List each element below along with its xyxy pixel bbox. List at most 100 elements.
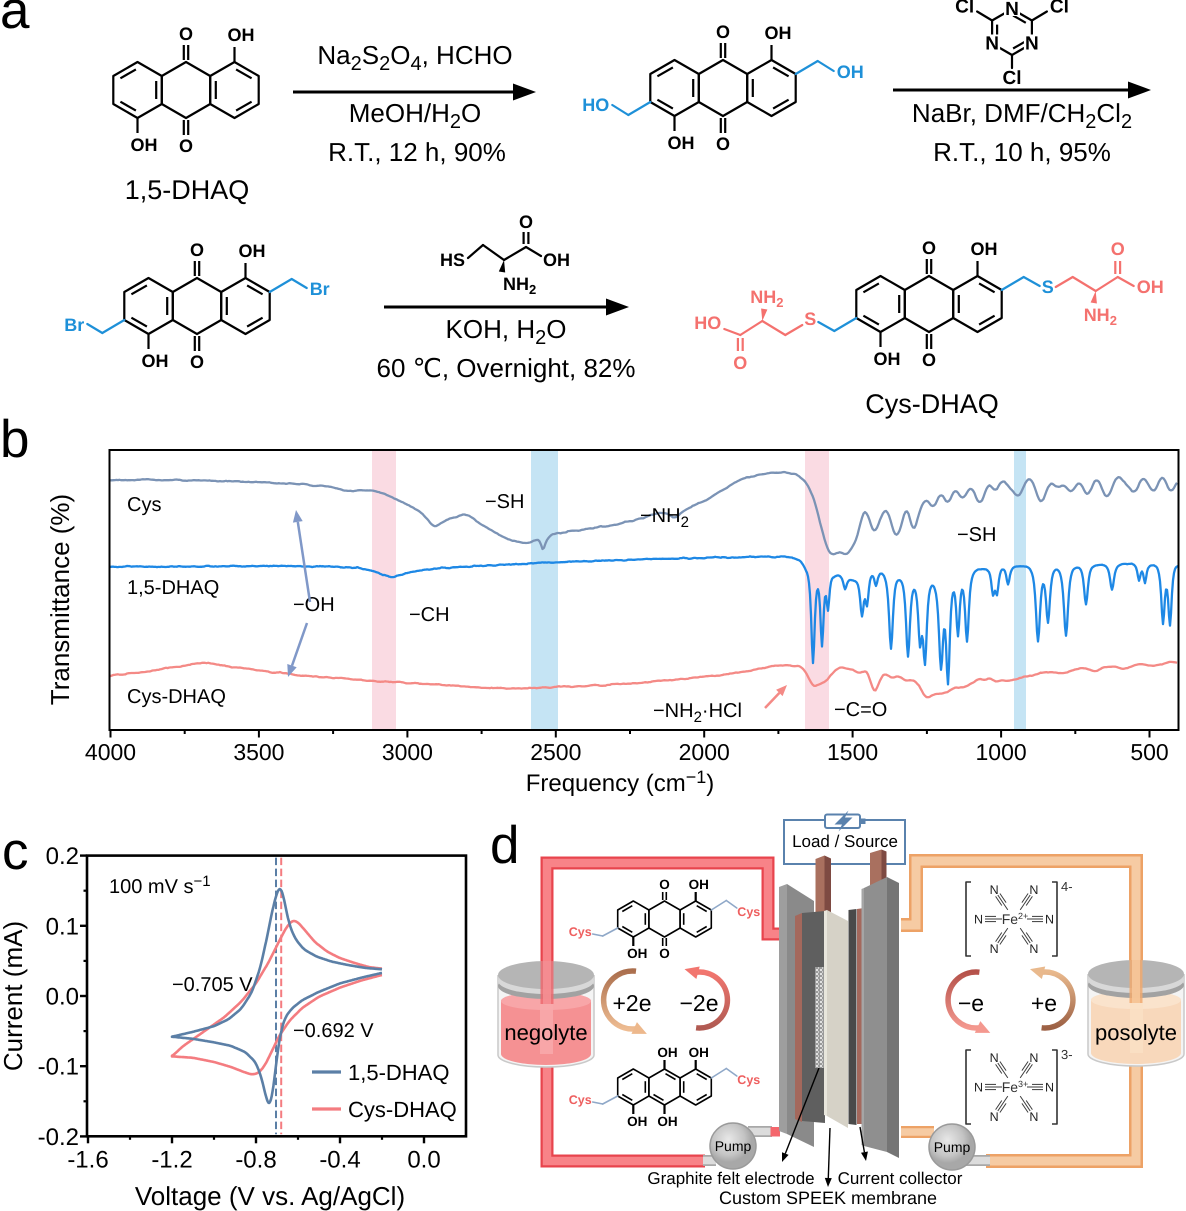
svg-text:OH: OH	[228, 25, 255, 45]
svg-text:HS: HS	[440, 250, 465, 270]
svg-text:60 ℃, Overnight, 82%: 60 ℃, Overnight, 82%	[377, 353, 636, 383]
svg-text:N: N	[990, 1051, 999, 1065]
svg-text:N: N	[1029, 942, 1038, 956]
svg-text:N: N	[1045, 1081, 1054, 1095]
svg-text:OH: OH	[657, 1045, 677, 1060]
svg-text:0.0: 0.0	[407, 1146, 440, 1173]
svg-text:KOH, H2​O: KOH, H2​O	[446, 314, 567, 349]
svg-text:2000: 2000	[679, 739, 730, 765]
svg-text:3000: 3000	[382, 739, 433, 765]
svg-text:OH: OH	[543, 250, 570, 270]
svg-text:b: b	[0, 410, 29, 469]
svg-text:−NH2​: −NH2​	[640, 505, 689, 531]
svg-text:OH: OH	[1137, 277, 1164, 297]
svg-text:Cys-DHAQ: Cys-DHAQ	[348, 1097, 457, 1122]
svg-text:O: O	[1111, 239, 1125, 259]
svg-text:N: N	[974, 913, 983, 927]
svg-text:−SH: −SH	[485, 491, 524, 513]
svg-text:Graphite felt electrode: Graphite felt electrode	[647, 1169, 814, 1188]
svg-text:a: a	[0, 0, 30, 40]
svg-text:N: N	[985, 34, 999, 55]
svg-text:Cys: Cys	[737, 1073, 760, 1087]
svg-text:-0.4: -0.4	[319, 1146, 360, 1173]
svg-text:O: O	[716, 134, 730, 154]
svg-text:OH: OH	[837, 62, 864, 82]
svg-text:R.T., 12 h, 90%: R.T., 12 h, 90%	[328, 137, 506, 167]
svg-text:-0.1: -0.1	[38, 1054, 79, 1081]
svg-text:+2e: +2e	[612, 990, 651, 1016]
svg-text:−NH2​·HCl: −NH2​·HCl	[653, 700, 742, 726]
svg-text:Current collector: Current collector	[838, 1169, 963, 1188]
svg-text:N: N	[1029, 1051, 1038, 1065]
svg-text:−SH: −SH	[957, 524, 996, 546]
svg-text:NH2: NH2	[750, 287, 783, 310]
svg-text:N: N	[974, 1081, 983, 1095]
svg-text:+e: +e	[1031, 990, 1057, 1016]
svg-text:Cl: Cl	[1003, 68, 1022, 89]
svg-text:−CH: −CH	[409, 604, 450, 626]
svg-text:−0.705 V: −0.705 V	[172, 974, 253, 996]
svg-text:OH: OH	[668, 133, 695, 153]
svg-text:O: O	[659, 877, 670, 892]
svg-text:Cys-DHAQ: Cys-DHAQ	[127, 686, 226, 708]
svg-text:Fe3+: Fe3+	[1002, 1079, 1029, 1095]
svg-text:100 mV s−1​: 100 mV s−1​	[109, 873, 211, 898]
svg-text:OH: OH	[627, 946, 647, 961]
svg-text:O: O	[519, 212, 533, 232]
svg-text:Fe2+: Fe2+	[1002, 911, 1029, 927]
svg-text:MeOH/H2​O: MeOH/H2​O	[349, 98, 481, 133]
svg-text:Cys: Cys	[127, 494, 161, 516]
svg-text:N: N	[990, 942, 999, 956]
svg-text:-1.2: -1.2	[151, 1146, 192, 1173]
svg-text:0.1: 0.1	[46, 913, 79, 940]
svg-text:Cys: Cys	[737, 905, 760, 919]
svg-text:1,5-DHAQ: 1,5-DHAQ	[125, 175, 250, 205]
svg-text:-0.8: -0.8	[235, 1146, 276, 1173]
svg-text:Load / Source: Load / Source	[792, 832, 898, 851]
svg-text:1000: 1000	[976, 739, 1027, 765]
svg-text:3500: 3500	[233, 739, 284, 765]
svg-text:Cys: Cys	[569, 1093, 592, 1107]
svg-text:3-: 3-	[1061, 1047, 1073, 1062]
svg-text:0.0: 0.0	[46, 984, 79, 1011]
svg-text:O: O	[716, 22, 730, 42]
svg-text:c: c	[2, 822, 29, 881]
svg-text:Frequency (cm−1​): Frequency (cm−1​)	[526, 767, 715, 797]
svg-text:Current (mA): Current (mA)	[0, 921, 28, 1071]
svg-text:N: N	[1029, 1110, 1038, 1124]
svg-text:negolyte: negolyte	[504, 1020, 587, 1045]
svg-text:Transmittance (%): Transmittance (%)	[45, 494, 75, 705]
svg-text:S: S	[804, 309, 816, 329]
svg-text:OH: OH	[765, 23, 792, 43]
svg-text:O: O	[733, 353, 747, 373]
svg-text:Br: Br	[310, 279, 330, 299]
svg-text:OH: OH	[874, 349, 901, 369]
svg-text:N: N	[1045, 913, 1054, 927]
svg-text:-0.2: -0.2	[38, 1124, 79, 1151]
svg-text:HO: HO	[694, 313, 721, 333]
svg-text:OH: OH	[971, 239, 998, 259]
svg-text:O: O	[922, 238, 936, 258]
svg-text:OH: OH	[239, 241, 266, 261]
svg-text:−OH: −OH	[293, 594, 335, 616]
svg-text:O: O	[922, 350, 936, 370]
svg-text:O: O	[190, 240, 204, 260]
svg-text:−2e: −2e	[679, 990, 718, 1016]
svg-text:N: N	[1029, 883, 1038, 897]
svg-text:Voltage (V vs. Ag/AgCl): Voltage (V vs. Ag/AgCl)	[135, 1181, 405, 1211]
svg-text:4-: 4-	[1061, 879, 1073, 894]
svg-text:HO: HO	[582, 95, 609, 115]
svg-text:Custom SPEEK membrane: Custom SPEEK membrane	[719, 1188, 937, 1208]
svg-text:N: N	[1005, 0, 1019, 20]
svg-text:NaBr, DMF/CH2​Cl2​: NaBr, DMF/CH2​Cl2​	[912, 98, 1132, 133]
svg-text:1500: 1500	[827, 739, 878, 765]
svg-text:2500: 2500	[530, 739, 581, 765]
svg-text:OH: OH	[627, 1114, 647, 1129]
svg-text:N: N	[990, 883, 999, 897]
svg-text:0.2: 0.2	[46, 843, 79, 870]
svg-text:1,5-DHAQ: 1,5-DHAQ	[127, 577, 219, 599]
svg-text:NH2: NH2	[1084, 305, 1117, 328]
svg-text:Cys-DHAQ: Cys-DHAQ	[865, 389, 999, 419]
svg-text:O: O	[190, 352, 204, 372]
svg-text:Pump: Pump	[934, 1139, 971, 1155]
